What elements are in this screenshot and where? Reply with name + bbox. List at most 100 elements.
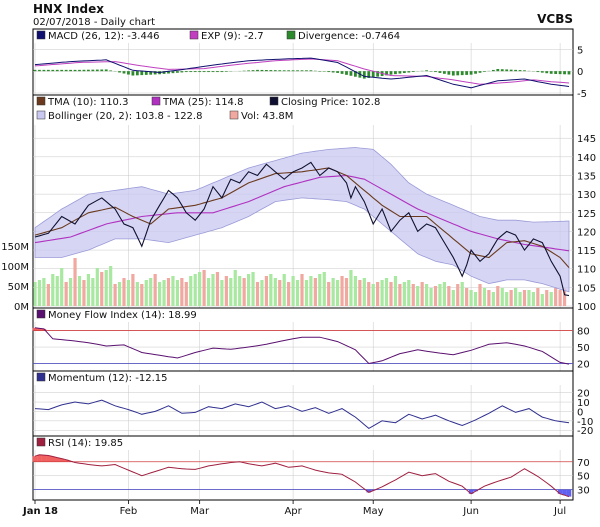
volume-bar [95, 268, 99, 306]
volume-bar [273, 278, 277, 306]
divergence-bar [251, 70, 255, 72]
oversold-fill [468, 489, 474, 494]
volume-bar [282, 274, 286, 306]
volume-bar [456, 284, 460, 306]
divergence-bar [389, 71, 393, 75]
legend-swatch [36, 372, 46, 382]
divergence-bar [398, 71, 402, 74]
volume-bar [82, 280, 86, 306]
y-tick-label: 0 [577, 67, 583, 78]
volume-bar [224, 276, 228, 306]
legend-swatch [151, 96, 161, 106]
x-tick-label: Mar [190, 506, 210, 517]
divergence-bar [563, 71, 566, 75]
divergence-bar [184, 71, 188, 73]
divergence-bar [149, 71, 153, 75]
divergence-bar [220, 71, 224, 73]
divergence-bar [198, 71, 202, 73]
volume-bar [175, 280, 179, 306]
volume-bar [166, 278, 171, 306]
volume-bar [69, 278, 73, 306]
volume-bar [371, 284, 375, 306]
divergence-bar [118, 71, 121, 73]
bollinger-band [34, 147, 570, 293]
closing-price-line [34, 161, 570, 297]
volume-bar [229, 278, 233, 306]
divergence-bar [434, 71, 437, 73]
divergence-bar [109, 70, 113, 72]
legend-label: TMA (25): 114.8 [162, 97, 243, 108]
volume-bar [300, 274, 304, 306]
y-tick-label: 50 [577, 343, 590, 354]
oversold-fill [566, 489, 572, 497]
legend-label: Money Flow Index (14): 18.99 [48, 310, 197, 321]
divergence-bar [144, 71, 148, 75]
legend-label: Closing Price: 102.8 [281, 97, 380, 108]
divergence-bar [91, 69, 95, 72]
volume-bar [184, 282, 188, 306]
divergence-bar [518, 70, 522, 72]
chart-title: HNX Index [33, 2, 104, 16]
volume-bar [402, 282, 406, 306]
overbought-fill [50, 456, 56, 462]
volume-bar [260, 280, 264, 306]
volume-bar [336, 280, 340, 306]
volume-bar [349, 270, 353, 306]
divergence-bar [282, 70, 286, 72]
volume-bar [100, 272, 104, 306]
divergence-bar [456, 71, 460, 76]
divergence-bar [509, 69, 513, 72]
volume-bar [433, 286, 438, 306]
volume-bar [287, 282, 291, 306]
volume-bar [447, 286, 451, 306]
volume-bar [86, 274, 90, 306]
volume-bar [327, 282, 331, 306]
volume-bar [91, 278, 95, 306]
divergence-bar [545, 71, 549, 74]
volume-bar [367, 282, 371, 306]
momentum-line [34, 399, 570, 430]
volume-tick-label: 0M [14, 302, 29, 313]
volume-bar [51, 274, 55, 306]
volume-bar [215, 272, 220, 306]
oversold-fill [473, 489, 478, 492]
y-tick-label: 125 [577, 209, 596, 220]
mfi-line [34, 327, 570, 365]
volume-bar [318, 274, 322, 306]
divergence-bar [38, 69, 41, 72]
y-tick-label: -20 [577, 426, 593, 437]
volume-bar [135, 282, 139, 306]
divergence-bar [180, 71, 184, 73]
volume-bar [113, 284, 117, 306]
volume-bar [509, 290, 513, 306]
overbought-fill [41, 455, 47, 462]
divergence-bar [162, 71, 166, 74]
divergence-bar [402, 71, 406, 74]
divergence-bar [567, 71, 571, 75]
y-tick-label: 0 [577, 407, 583, 418]
macd-line [34, 57, 570, 89]
divergence-bar [189, 71, 193, 73]
volume-bar [527, 290, 531, 306]
volume-bar [55, 276, 59, 306]
divergence-bar [309, 70, 313, 72]
divergence-bar [131, 71, 135, 76]
volume-bar [162, 280, 166, 306]
volume-bar [331, 278, 335, 306]
divergence-bar [367, 71, 371, 78]
divergence-bar [33, 69, 37, 72]
divergence-bar [505, 69, 509, 72]
divergence-bar [460, 71, 464, 76]
divergence-bar [104, 69, 108, 72]
volume-bar [37, 280, 42, 306]
volume-bar [255, 282, 260, 306]
tma10-line [34, 167, 570, 268]
divergence-bar [60, 69, 64, 72]
volume-bar [500, 288, 504, 306]
divergence-bar [340, 71, 344, 74]
y-tick-label: 130 [577, 190, 596, 201]
volume-bar [189, 276, 193, 306]
volume-bar [247, 274, 251, 306]
divergence-bar [207, 71, 210, 73]
